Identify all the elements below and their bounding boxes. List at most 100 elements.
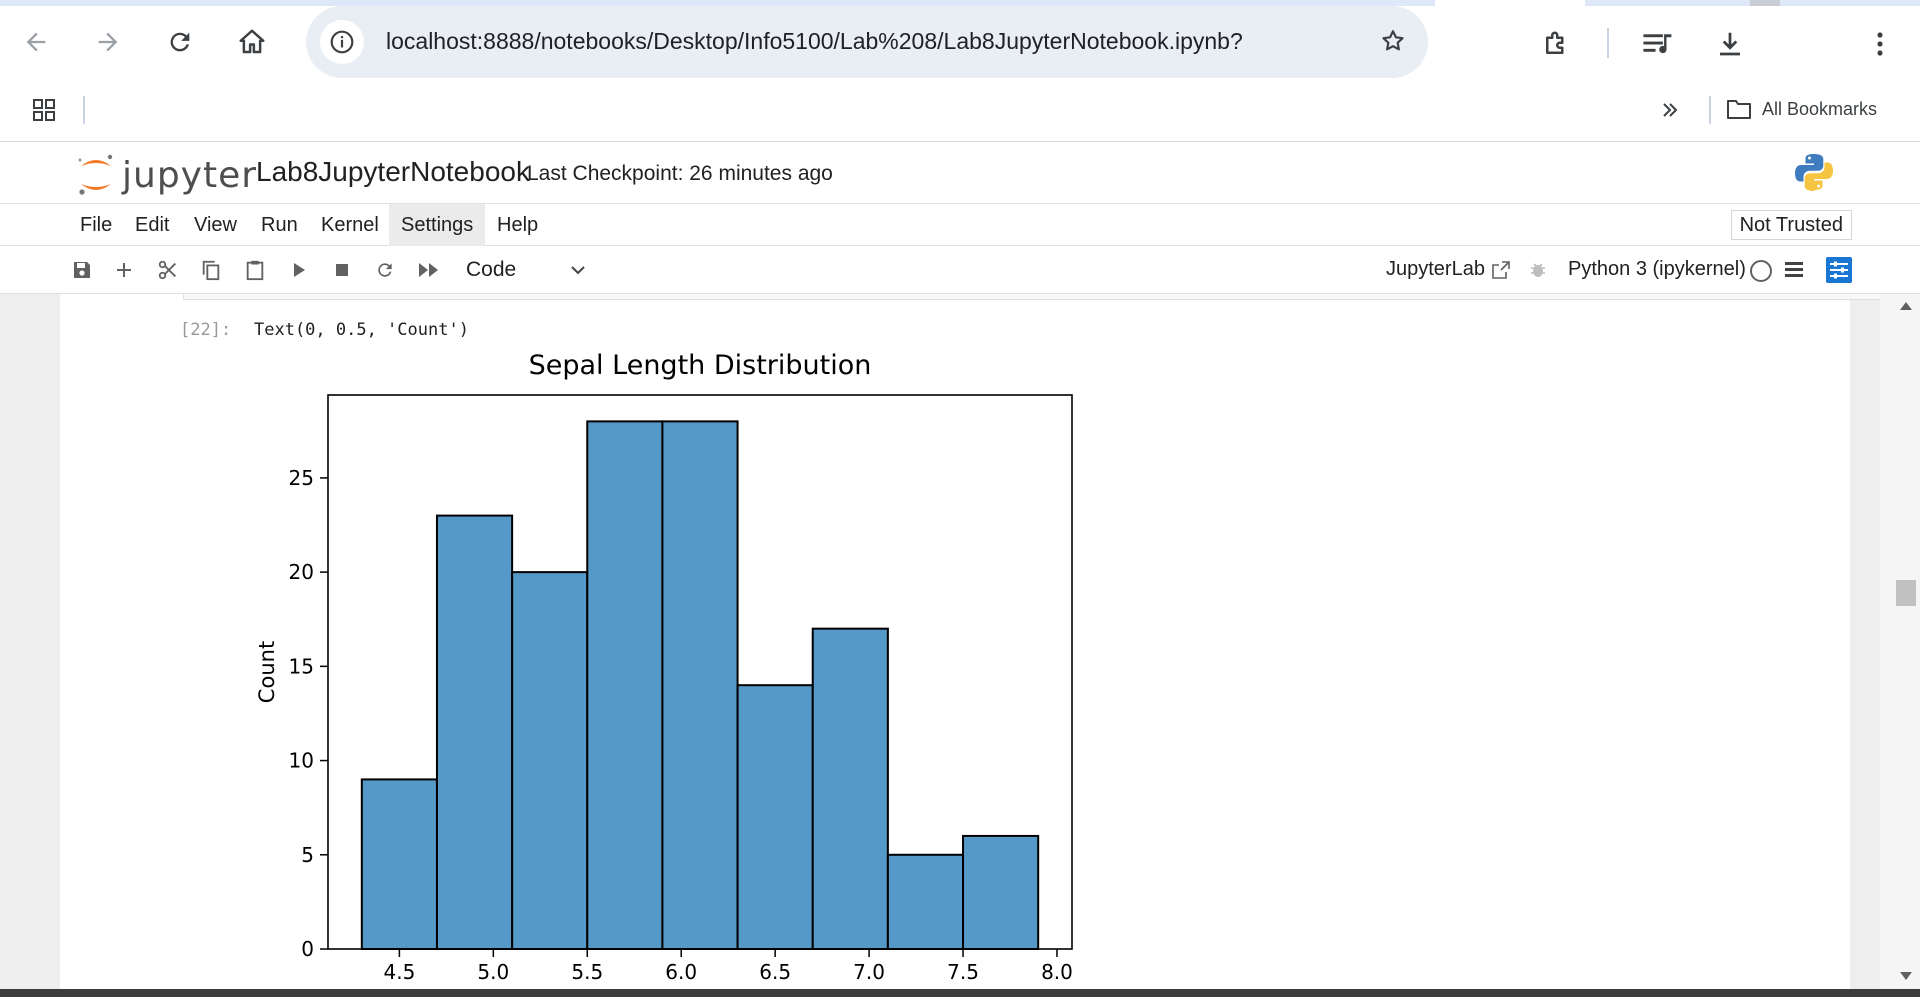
menu-file[interactable]: File [80, 214, 113, 236]
all-bookmarks-label: All Bookmarks [1761, 98, 1877, 119]
taskbar-edge [0, 989, 1920, 997]
apps-icon[interactable] [32, 98, 56, 127]
scrollbar-thumb[interactable] [1896, 580, 1916, 606]
stop-icon[interactable] [328, 256, 356, 284]
url-text[interactable]: localhost:8888/notebooks/Desktop/Info510… [386, 28, 1243, 54]
copy-icon[interactable] [197, 256, 225, 284]
x-tick-label: 8.0 [1041, 960, 1073, 984]
bookmarks-separator-right [1709, 96, 1711, 124]
all-bookmarks-button[interactable]: All Bookmarks [1726, 98, 1877, 120]
back-icon[interactable] [16, 22, 56, 62]
scroll-down-icon[interactable] [1900, 972, 1912, 980]
extensions-icon[interactable] [1536, 24, 1576, 64]
histogram-svg: Sepal Length Distribution 0 5 10 15 20 25 4.5 5.… [255, 350, 1073, 984]
add-cell-icon[interactable] [110, 256, 138, 284]
last-checkpoint: Last Checkpoint: 26 minutes ago [527, 162, 833, 185]
reading-list-icon[interactable] [1638, 24, 1678, 64]
menu-run[interactable]: Run [261, 214, 298, 236]
y-axis-label: Count [255, 641, 279, 703]
histogram-bar [962, 834, 1040, 951]
notebook-title[interactable]: Lab8JupyterNotebook [256, 156, 530, 187]
home-icon[interactable] [232, 22, 272, 62]
browser-toolbar: localhost:8888/notebooks/Desktop/Info510… [0, 6, 1920, 82]
open-jupyterlab-link[interactable]: JupyterLab [1386, 258, 1511, 281]
x-tick-label: 6.0 [665, 960, 697, 984]
y-tick-label: 0 [301, 937, 314, 961]
menu-help[interactable]: Help [497, 214, 539, 236]
address-bar[interactable]: localhost:8888/notebooks/Desktop/Info510… [306, 6, 1428, 78]
x-tick-label: 5.0 [477, 960, 509, 984]
run-icon[interactable] [285, 256, 313, 284]
forward-icon[interactable] [88, 22, 128, 62]
output-text: Text(0, 0.5, 'Count') [254, 320, 469, 340]
histogram-bar [736, 684, 814, 950]
reload-icon[interactable] [160, 22, 200, 62]
star-icon[interactable] [1380, 28, 1406, 59]
scroll-up-icon[interactable] [1900, 302, 1912, 310]
not-trusted-button[interactable]: Not Trusted [1730, 210, 1852, 240]
histogram-bar [886, 853, 965, 951]
menu-settings[interactable]: Settings [389, 204, 486, 246]
download-icon[interactable] [1710, 24, 1750, 64]
y-tick-label: 10 [289, 749, 314, 773]
histogram-bar [811, 627, 889, 950]
notebook-toolbar: Code JupyterLab Python 3 (ipykernel) [0, 246, 1920, 294]
save-icon[interactable] [68, 256, 96, 284]
bookmarks-bar: All Bookmarks [0, 82, 1920, 142]
menu-bar: File Edit View Run Kernel Settings Help … [0, 204, 1920, 246]
notebook-panel: [22]: Text(0, 0.5, 'Count') Sepal Length… [60, 294, 1895, 989]
menu-edit[interactable]: Edit [135, 214, 170, 236]
menu-view[interactable]: View [194, 214, 237, 236]
cell-type-value: Code [466, 258, 517, 281]
chevron-double-right-icon[interactable] [1660, 98, 1680, 127]
tab-edge [1750, 0, 1780, 6]
histogram-bar [360, 778, 438, 951]
folder-icon [1726, 100, 1751, 119]
kernel-name[interactable]: Python 3 (ipykernel) [1568, 258, 1746, 280]
list-icon[interactable] [1784, 259, 1804, 284]
jupyter-logo-text: jupyter [122, 154, 258, 196]
y-tick-label: 25 [289, 466, 314, 490]
kernel-status-icon [1750, 260, 1772, 282]
external-link-icon [1492, 260, 1510, 279]
fast-forward-icon[interactable] [415, 256, 443, 284]
jupyter-logo[interactable]: jupyter [76, 152, 257, 198]
x-tick-label: 4.5 [383, 960, 415, 984]
menu-kernel[interactable]: Kernel [321, 214, 379, 236]
chart-title: Sepal Length Distribution [529, 350, 872, 381]
site-info-icon[interactable] [320, 20, 364, 64]
bookmarks-separator [83, 96, 85, 124]
tab-gap [1435, 0, 1585, 6]
previous-cell-edge [183, 294, 1895, 300]
x-tick-label: 6.5 [759, 960, 791, 984]
x-tick-label: 5.5 [571, 960, 603, 984]
chevron-down-icon [571, 266, 585, 275]
notebook-area: [22]: Text(0, 0.5, 'Count') Sepal Length… [0, 294, 1920, 989]
property-inspector-icon[interactable] [1826, 257, 1852, 288]
debugger-icon[interactable] [1528, 260, 1548, 285]
y-tick-label: 20 [289, 560, 314, 584]
histogram-bar [511, 571, 589, 951]
vertical-scrollbar[interactable] [1880, 294, 1920, 989]
notebook-header: jupyter Lab8JupyterNotebook Last Checkpo… [0, 142, 1920, 204]
plot-frame [327, 394, 1073, 950]
histogram-chart: Sepal Length Distribution 0 5 10 15 20 25 4.5 5.… [240, 344, 1100, 989]
y-tick-label: 15 [289, 654, 314, 678]
toolbar-separator [1607, 28, 1609, 58]
jupyter-logo-icon [78, 154, 113, 195]
cell-type-select[interactable]: Code [466, 254, 586, 286]
x-tick-label: 7.5 [947, 960, 979, 984]
restart-icon[interactable] [371, 256, 399, 284]
histogram-bar [661, 420, 739, 950]
jupyterlab-label: JupyterLab [1386, 258, 1485, 280]
paste-icon[interactable] [241, 256, 269, 284]
histogram-bar [586, 420, 664, 950]
cut-icon[interactable] [154, 256, 182, 284]
x-tick-label: 7.0 [853, 960, 885, 984]
histogram-bar [435, 514, 514, 950]
output-prompt: [22]: [180, 320, 232, 340]
more-vert-icon[interactable] [1860, 24, 1900, 64]
y-tick-label: 5 [301, 843, 314, 867]
python-logo-icon [1794, 152, 1834, 197]
tab-strip [0, 0, 1920, 6]
